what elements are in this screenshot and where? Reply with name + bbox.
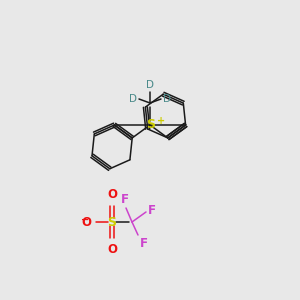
Text: +: +: [157, 116, 165, 126]
Text: F: F: [148, 205, 156, 218]
Text: D: D: [163, 94, 171, 104]
Text: D: D: [129, 94, 137, 104]
Text: O: O: [107, 243, 117, 256]
Text: O: O: [107, 188, 117, 201]
Text: F: F: [121, 193, 129, 206]
Text: O: O: [81, 215, 91, 229]
Text: −: −: [81, 215, 89, 225]
Text: D: D: [146, 80, 154, 90]
Text: S: S: [146, 118, 155, 131]
Text: F: F: [140, 237, 148, 250]
Text: S: S: [107, 215, 116, 229]
